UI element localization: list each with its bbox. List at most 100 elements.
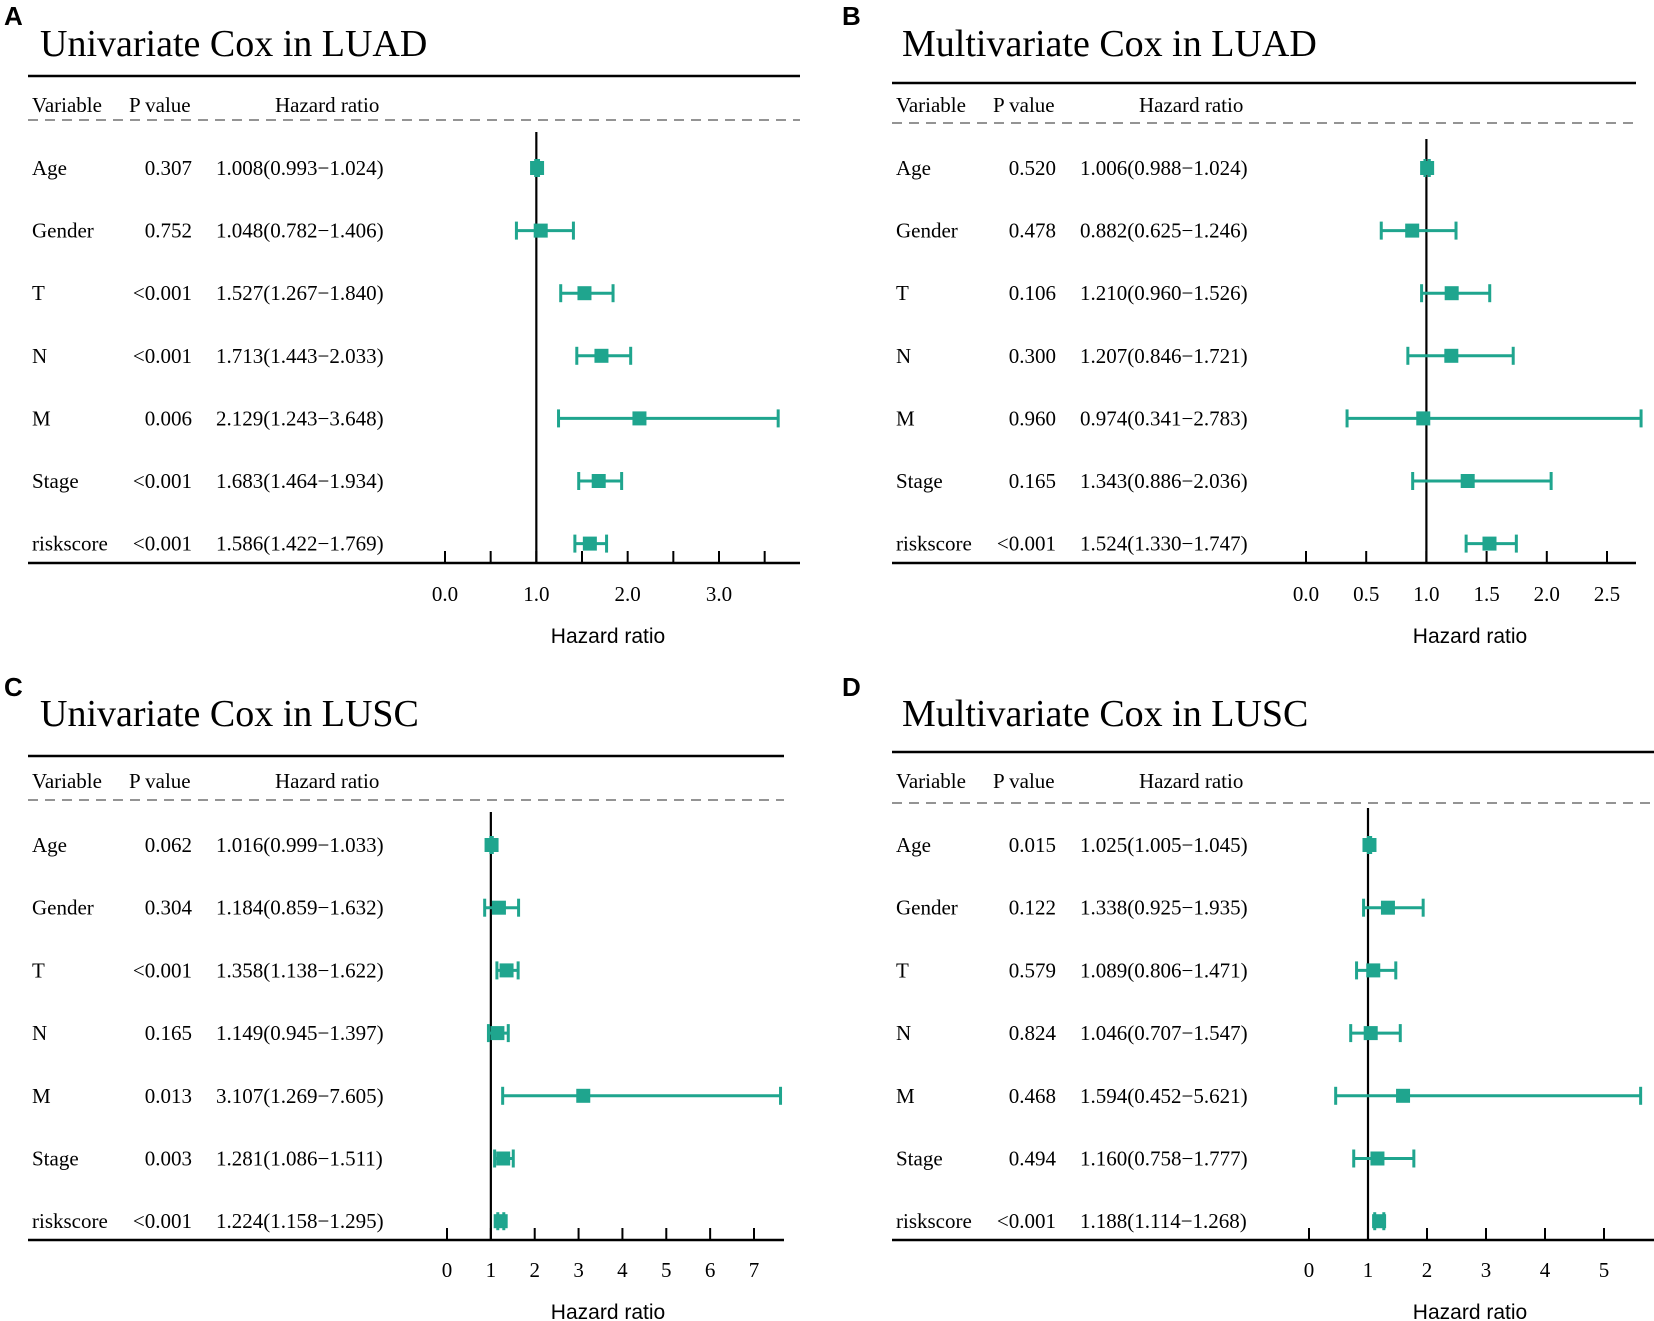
row-variable: N xyxy=(896,344,911,368)
row-variable: riskscore xyxy=(896,532,972,556)
row-pvalue: 0.468 xyxy=(1009,1084,1056,1108)
panel-title: Univariate Cox in LUAD xyxy=(40,23,427,65)
header-pvalue: P value xyxy=(129,93,191,117)
row-variable: M xyxy=(32,406,51,430)
row-hazard-ratio-text: 1.025(1.005−1.045) xyxy=(1080,833,1248,857)
row-pvalue: 0.165 xyxy=(145,1021,192,1045)
panel-a: A Univariate Cox in LUAD Variable P value Ha… xyxy=(4,1,800,648)
panel-d: D Multivariate Cox in LUSC Variable P value… xyxy=(842,672,1654,1321)
row-hazard-ratio-text: 1.524(1.330−1.747) xyxy=(1080,532,1248,556)
row-hazard-ratio-text: 1.586(1.422−1.769) xyxy=(216,532,384,556)
row-variable: N xyxy=(32,344,47,368)
row-variable: T xyxy=(896,958,909,982)
x-axis-label: Hazard ratio xyxy=(551,625,665,648)
tick-label: 3 xyxy=(573,1258,584,1282)
header-hazard-ratio: Hazard ratio xyxy=(1139,769,1243,793)
header-variable: Variable xyxy=(32,769,102,793)
hr-point-marker xyxy=(1416,411,1431,426)
tick-label: 0.0 xyxy=(432,582,458,606)
header-variable: Variable xyxy=(896,769,966,793)
tick-label: 0 xyxy=(442,1258,453,1282)
row-variable: N xyxy=(32,1021,47,1045)
row-variable: Stage xyxy=(32,469,79,493)
row-pvalue: 0.062 xyxy=(145,833,192,857)
row-variable: Age xyxy=(32,156,67,180)
tick-label: 1.0 xyxy=(523,582,549,606)
row-pvalue: 0.304 xyxy=(145,896,193,920)
row-pvalue: 0.752 xyxy=(145,219,192,243)
row-hazard-ratio-text: 1.207(0.846−1.721) xyxy=(1080,344,1248,368)
row-pvalue: 0.006 xyxy=(145,406,192,430)
row-hazard-ratio-text: 3.107(1.269−7.605) xyxy=(216,1084,384,1108)
row-hazard-ratio-text: 1.281(1.086−1.511) xyxy=(216,1147,383,1171)
tick-label: 1.5 xyxy=(1473,582,1499,606)
panel-title: Multivariate Cox in LUSC xyxy=(902,693,1308,735)
hr-point-marker xyxy=(1460,474,1475,488)
tick-label: 4 xyxy=(617,1258,628,1282)
row-pvalue: <0.001 xyxy=(133,344,192,368)
header-hazard-ratio: Hazard ratio xyxy=(1139,93,1243,117)
row-pvalue: 0.013 xyxy=(145,1084,192,1108)
tick-label: 6 xyxy=(705,1258,716,1282)
row-hazard-ratio-text: 1.343(0.886−2.036) xyxy=(1080,469,1248,493)
row-variable: Gender xyxy=(32,896,94,920)
row-hazard-ratio-text: 1.713(1.443−2.033) xyxy=(216,344,384,368)
row-variable: M xyxy=(896,406,915,430)
row-pvalue: <0.001 xyxy=(997,532,1056,556)
row-pvalue: 0.165 xyxy=(1009,469,1056,493)
row-variable: M xyxy=(32,1084,51,1108)
header-hazard-ratio: Hazard ratio xyxy=(275,769,379,793)
panel-c: C Univariate Cox in LUSC Variable P value Ha… xyxy=(4,672,784,1321)
panel-label: C xyxy=(4,672,23,702)
header-pvalue: P value xyxy=(993,769,1055,793)
row-variable: T xyxy=(896,281,909,305)
x-axis-label: Hazard ratio xyxy=(1413,625,1527,648)
row-hazard-ratio-text: 0.882(0.625−1.246) xyxy=(1080,219,1248,243)
row-hazard-ratio-text: 1.188(1.114−1.268) xyxy=(1080,1209,1247,1233)
hr-point-marker xyxy=(530,161,545,175)
row-variable: Stage xyxy=(896,1147,943,1171)
tick-label: 1.0 xyxy=(1413,582,1439,606)
hr-point-marker xyxy=(1482,536,1497,551)
row-hazard-ratio-text: 2.129(1.243−3.648) xyxy=(216,406,384,430)
hr-point-marker xyxy=(1370,1151,1385,1166)
hr-point-marker xyxy=(1405,223,1420,238)
header-pvalue: P value xyxy=(993,93,1055,117)
panel-title: Univariate Cox in LUSC xyxy=(40,693,419,735)
hr-point-marker xyxy=(632,411,647,426)
tick-label: 2 xyxy=(529,1258,540,1282)
row-pvalue: 0.579 xyxy=(1009,958,1056,982)
row-hazard-ratio-text: 1.008(0.993−1.024) xyxy=(216,156,384,180)
hr-point-marker xyxy=(484,838,499,852)
hr-point-marker xyxy=(577,286,592,301)
hr-point-marker xyxy=(591,474,606,488)
row-pvalue: 0.106 xyxy=(1009,281,1056,305)
row-variable: T xyxy=(32,281,45,305)
row-pvalue: 0.520 xyxy=(1009,156,1056,180)
tick-label: 3.0 xyxy=(706,582,732,606)
tick-label: 4 xyxy=(1540,1258,1551,1282)
row-pvalue: 0.494 xyxy=(1009,1147,1057,1171)
hr-point-marker xyxy=(1363,1026,1378,1041)
hr-point-marker xyxy=(1366,963,1381,978)
header-variable: Variable xyxy=(32,93,102,117)
row-pvalue: 0.824 xyxy=(1009,1021,1057,1045)
row-hazard-ratio-text: 1.160(0.758−1.777) xyxy=(1080,1147,1248,1171)
row-variable: T xyxy=(32,958,45,982)
row-pvalue: 0.003 xyxy=(145,1147,192,1171)
row-hazard-ratio-text: 1.016(0.999−1.033) xyxy=(216,833,384,857)
header-pvalue: P value xyxy=(129,769,191,793)
tick-label: 0 xyxy=(1304,1258,1315,1282)
row-hazard-ratio-text: 0.974(0.341−2.783) xyxy=(1080,406,1248,430)
row-variable: riskscore xyxy=(896,1209,972,1233)
tick-label: 2.0 xyxy=(1534,582,1560,606)
row-hazard-ratio-text: 1.046(0.707−1.547) xyxy=(1080,1021,1248,1045)
row-pvalue: 0.015 xyxy=(1009,833,1056,857)
row-variable: M xyxy=(896,1084,915,1108)
panel-b: B Multivariate Cox in LUAD Variable P value… xyxy=(842,1,1643,648)
row-variable: Stage xyxy=(32,1147,79,1171)
row-variable: Gender xyxy=(32,219,94,243)
row-variable: riskscore xyxy=(32,1209,108,1233)
hr-point-marker xyxy=(1444,348,1459,363)
